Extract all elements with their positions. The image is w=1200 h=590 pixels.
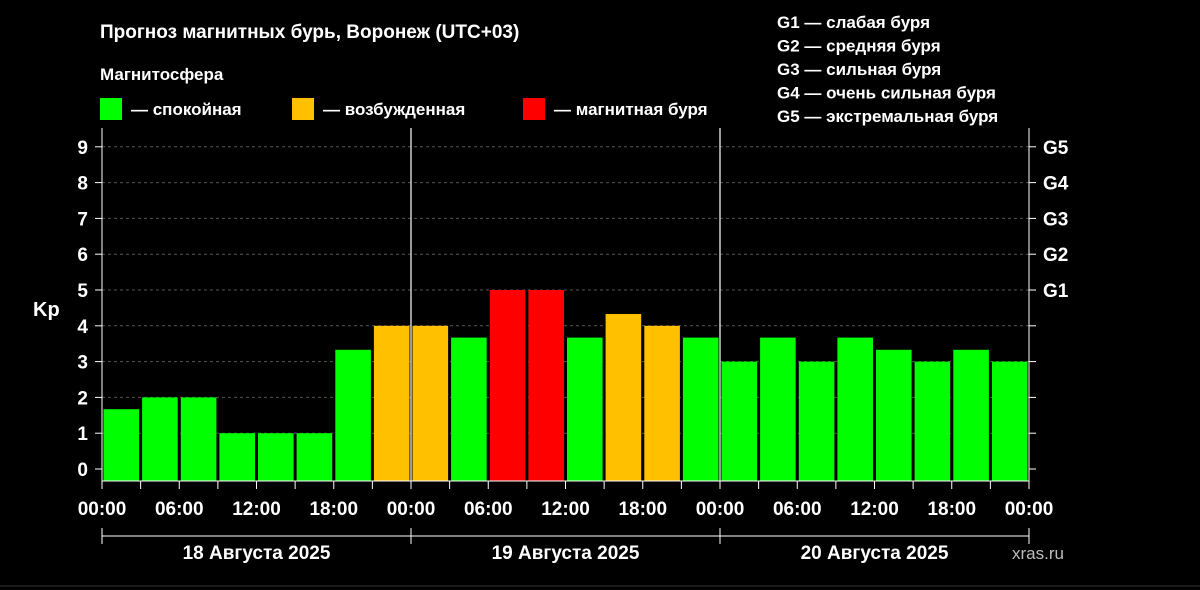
g-scale-label: G2 (1043, 245, 1068, 266)
bar (219, 433, 255, 481)
g-legend-item: G5 — экстремальная буря (777, 107, 998, 126)
date-label: 19 Августа 2025 (492, 543, 640, 564)
bar (876, 349, 912, 481)
y-tick-label: 6 (77, 245, 88, 266)
y-tick-label: 8 (77, 174, 88, 195)
g-legend-item: G1 — слабая буря (777, 13, 930, 32)
date-label: 20 Августа 2025 (801, 543, 949, 564)
x-tick-label: 00:00 (696, 499, 745, 520)
x-tick-label: 18:00 (927, 499, 976, 520)
bar (721, 361, 758, 481)
bar (837, 337, 873, 481)
g-scale-label: G3 (1043, 209, 1068, 230)
bar (180, 397, 217, 481)
level-legend: — спокойная — возбужденная — магнитная бур… (100, 98, 708, 120)
bar (567, 337, 603, 481)
g-legend-item: G2 — средняя буря (777, 37, 941, 56)
chart-title: Прогноз магнитных бурь, Воронеж (UTC+03) (100, 22, 519, 43)
bar (991, 361, 1028, 481)
bar (914, 361, 951, 481)
x-tick-label: 18:00 (309, 499, 358, 520)
x-tick-label: 00:00 (1005, 499, 1054, 520)
date-label: 18 Августа 2025 (183, 543, 331, 564)
y-tick-label: 9 (77, 138, 88, 159)
bar (760, 337, 796, 481)
legend-swatch-quiet (100, 98, 122, 120)
y-tick-label: 2 (77, 388, 88, 409)
chart-subtitle: Магнитосфера (100, 65, 224, 84)
x-tick-label: 00:00 (387, 499, 436, 520)
bars (103, 290, 1028, 481)
g-scale-label: G4 (1043, 174, 1069, 195)
y-tick-label: 5 (77, 281, 88, 302)
bar (258, 433, 294, 481)
bar (953, 349, 989, 481)
x-tick-label: 18:00 (618, 499, 667, 520)
g-legend-item: G3 — сильная буря (777, 60, 941, 79)
x-tick-label: 06:00 (155, 499, 204, 520)
bar (682, 337, 719, 481)
bar (489, 290, 526, 481)
bar (605, 314, 642, 481)
legend-swatch-active (292, 98, 314, 120)
bar (798, 361, 835, 481)
legend-label-quiet: — спокойная (131, 100, 242, 119)
x-tick-label: 06:00 (773, 499, 822, 520)
bar (373, 325, 410, 481)
watermark: xras.ru (1012, 544, 1064, 563)
y-tick-label: 7 (77, 209, 88, 230)
axes: 0 1 2 3 4 5 6 7 8 9 G1 G2 G3 G4 G5 00:00 06:00 12:00 18:00… (0, 128, 1200, 587)
g-scale-legend: G1 — слабая буря G2 — средняя буря G3 — си… (777, 13, 998, 126)
g-scale-label: G5 (1043, 138, 1069, 159)
bar (451, 337, 487, 481)
g-scale-label: G1 (1043, 281, 1069, 302)
g-legend-item: G4 — очень сильная буря (777, 84, 996, 103)
bar (412, 325, 449, 481)
y-tick-label: 0 (77, 460, 88, 481)
bar (528, 290, 564, 481)
bar (644, 325, 680, 481)
x-tick-label: 06:00 (464, 499, 513, 520)
x-tick-label: 12:00 (850, 499, 899, 520)
bar (142, 397, 178, 481)
x-tick-label: 12:00 (232, 499, 281, 520)
x-tick-label: 12:00 (541, 499, 590, 520)
y-tick-label: 4 (77, 317, 88, 338)
grid-lines (102, 146, 1029, 434)
bar (335, 349, 371, 481)
x-tick-label: 00:00 (78, 499, 127, 520)
y-tick-label: 1 (77, 424, 88, 445)
y-axis-label: Kp (33, 299, 60, 321)
legend-swatch-storm (523, 98, 545, 120)
bar (103, 409, 140, 481)
legend-label-storm: — магнитная буря (554, 100, 708, 119)
y-tick-label: 3 (77, 353, 88, 374)
bar (296, 433, 333, 481)
legend-label-active: — возбужденная (323, 100, 465, 119)
